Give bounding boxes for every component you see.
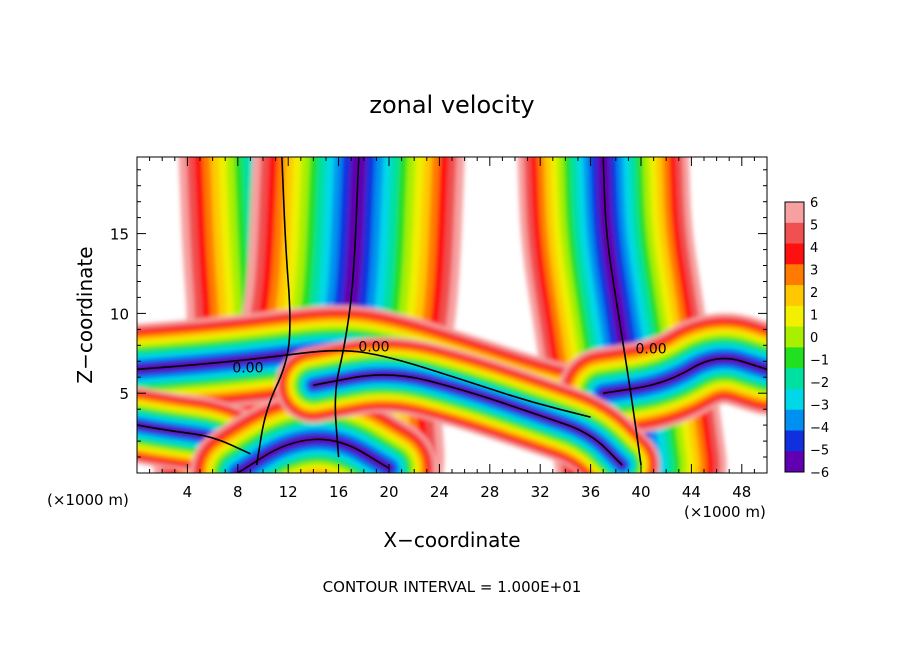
colorbar-label: −6 bbox=[810, 466, 829, 481]
x-tick-label: 36 bbox=[581, 483, 600, 501]
y-axis: 5 10 15 bbox=[110, 169, 767, 458]
x-axis: 4 8 12 16 20 24 28 32 36 40 44 48 bbox=[149, 157, 755, 501]
colorbar-swatch bbox=[785, 388, 804, 411]
contour-label: 0.00 bbox=[636, 341, 667, 357]
colorbar-label: −3 bbox=[810, 399, 829, 414]
colorbar-label: 1 bbox=[810, 309, 818, 324]
x-tick-label: 40 bbox=[631, 483, 650, 501]
x-axis-label: X−coordinate bbox=[383, 528, 520, 552]
y-axis-label: Z−coordinate bbox=[73, 246, 97, 383]
colorbar-swatch bbox=[785, 285, 804, 307]
colorbar: 6 5 4 3 2 1 0 −1 −2 −3 −4 −5 −6 bbox=[784, 196, 829, 481]
colorbar-label: −2 bbox=[810, 376, 829, 391]
y-tick-label: 15 bbox=[110, 226, 129, 244]
contour-label: 0.00 bbox=[358, 340, 389, 356]
zero-contour-line bbox=[137, 424, 251, 455]
y-tick-label: 10 bbox=[110, 305, 129, 323]
colorbar-swatch bbox=[785, 451, 804, 473]
chart-title: zonal velocity bbox=[369, 91, 534, 119]
colorbar-swatch bbox=[785, 202, 804, 224]
x-tick-label: 16 bbox=[329, 483, 348, 501]
zero-contour-line bbox=[602, 157, 642, 466]
zero-contour-line bbox=[237, 438, 390, 473]
x-tick-label: 24 bbox=[430, 483, 449, 501]
x-tick-label: 32 bbox=[531, 483, 550, 501]
zero-contour-line bbox=[313, 374, 623, 466]
x-tick-label: 12 bbox=[279, 483, 298, 501]
x-tick-label: 48 bbox=[732, 483, 751, 501]
colorbar-swatch bbox=[785, 264, 804, 286]
colorbar-label: 6 bbox=[810, 196, 818, 211]
colorbar-swatch bbox=[785, 430, 804, 452]
x-tick-label: 28 bbox=[480, 483, 499, 501]
colorbar-label: 5 bbox=[810, 219, 818, 234]
zero-contours bbox=[137, 157, 767, 473]
plot-area: 0.00 0.00 0.00 bbox=[137, 157, 767, 473]
colorbar-swatch bbox=[785, 347, 804, 369]
x-tick-label: 4 bbox=[183, 483, 193, 501]
colorbar-label: 2 bbox=[810, 286, 818, 301]
colorbar-swatch bbox=[785, 326, 804, 348]
colorbar-swatch bbox=[785, 368, 804, 390]
colorbar-label: −5 bbox=[810, 444, 829, 459]
colorbar-label: 4 bbox=[810, 241, 818, 256]
contour-interval-note: CONTOUR INTERVAL = 1.000E+01 bbox=[323, 578, 582, 596]
x-unit-right: (×1000 m) bbox=[684, 503, 766, 521]
zero-contour-line bbox=[137, 349, 591, 418]
colorbar-swatch bbox=[785, 305, 804, 328]
x-tick-label: 8 bbox=[233, 483, 243, 501]
colorbar-label: 3 bbox=[810, 264, 818, 279]
colorbar-label: −1 bbox=[810, 354, 829, 369]
colorbar-label: −4 bbox=[810, 421, 829, 436]
contour-label: 0.00 bbox=[232, 361, 263, 377]
colorbar-border bbox=[784, 201, 805, 473]
zero-contour-line bbox=[334, 157, 360, 458]
colorbar-swatch bbox=[785, 409, 804, 431]
x-tick-label: 44 bbox=[682, 483, 701, 501]
colorbar-swatch bbox=[785, 222, 804, 245]
x-tick-label: 20 bbox=[379, 483, 398, 501]
zero-contour-line bbox=[603, 357, 767, 394]
x-unit-left: (×1000 m) bbox=[47, 491, 129, 509]
colorbar-label: 0 bbox=[810, 331, 818, 346]
y-tick-label: 5 bbox=[119, 385, 129, 403]
colorbar-swatch bbox=[785, 243, 804, 265]
